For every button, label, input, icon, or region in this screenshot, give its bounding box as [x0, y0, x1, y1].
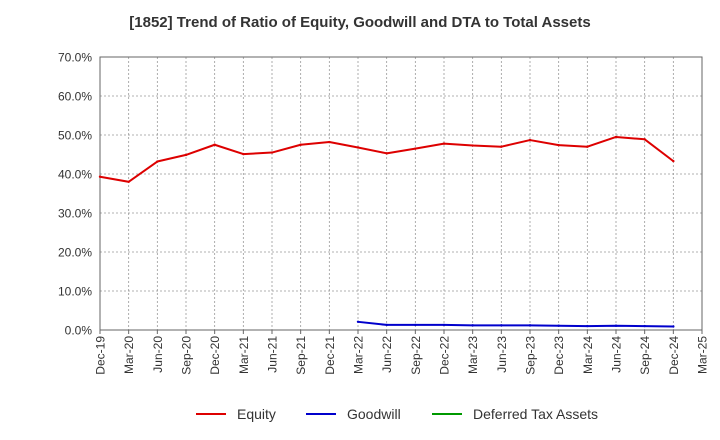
- goodwill-point: [442, 323, 446, 327]
- x-tick-label: Sep-21: [294, 336, 308, 375]
- legend-item-deferred-tax-assets: Deferred Tax Assets: [432, 406, 598, 422]
- grid-layer: [100, 57, 702, 330]
- goodwill-point: [643, 324, 646, 328]
- equity-point: [127, 180, 130, 183]
- legend-label-deferred-tax-assets: Deferred Tax Assets: [473, 406, 598, 422]
- equity-point: [442, 142, 446, 145]
- equity-point: [528, 138, 532, 142]
- equity-point: [614, 135, 618, 139]
- y-tick-label: 30.0%: [58, 207, 92, 221]
- legend-layer: Equity Goodwill Deferred Tax Assets: [196, 406, 598, 422]
- equity-point: [672, 159, 675, 163]
- x-tick-label: Dec-22: [438, 336, 452, 375]
- equity-point: [586, 145, 589, 148]
- legend-label-equity: Equity: [237, 406, 276, 422]
- x-tick-label: Mar-22: [352, 336, 366, 374]
- x-tick-label: Mar-20: [122, 336, 136, 374]
- equity-point: [328, 140, 331, 144]
- y-tick-label: 60.0%: [58, 90, 92, 104]
- goodwill-point: [500, 324, 503, 327]
- y-tick-label: 70.0%: [58, 51, 92, 65]
- series-layer: [98, 135, 675, 328]
- x-tick-label: Sep-24: [638, 336, 652, 375]
- x-tick-label: Dec-24: [667, 336, 681, 375]
- equity-point: [270, 151, 274, 154]
- goodwill-point: [385, 323, 388, 327]
- goodwill-point: [614, 324, 618, 327]
- equity-point: [299, 143, 302, 146]
- goodwill-point: [557, 324, 560, 327]
- x-tick-label: Mar-21: [237, 336, 251, 374]
- goodwill-point: [586, 324, 589, 328]
- y-tick-label: 0.0%: [65, 324, 93, 338]
- x-tick-label: Dec-20: [208, 336, 222, 375]
- equity-point: [557, 143, 560, 147]
- y-tick-label: 20.0%: [58, 246, 92, 260]
- equity-point: [356, 146, 360, 149]
- equity-line: [99, 135, 674, 183]
- equity-point: [98, 175, 102, 178]
- x-tick-label: Jun-22: [380, 336, 394, 373]
- x-tick-label: Dec-21: [323, 336, 337, 375]
- equity-point: [414, 147, 417, 150]
- x-tick-label: Sep-20: [180, 336, 194, 375]
- x-tick-label: Mar-24: [581, 336, 595, 374]
- x-tick-label: Jun-24: [610, 336, 624, 373]
- goodwill-line: [357, 320, 674, 328]
- equity-point: [385, 152, 388, 155]
- goodwill-point: [528, 324, 532, 327]
- x-tick-label: Mar-25: [696, 336, 710, 374]
- legend-label-goodwill: Goodwill: [347, 406, 401, 422]
- plot-frame: [99, 56, 703, 331]
- goodwill-point: [672, 325, 675, 328]
- equity-point: [184, 153, 188, 157]
- x-tick-label: Sep-23: [524, 336, 538, 375]
- equity-point: [213, 143, 216, 146]
- goodwill-point: [356, 320, 360, 324]
- equity-point: [500, 145, 503, 148]
- y-tick-label: 10.0%: [58, 285, 92, 299]
- legend-item-equity: Equity: [196, 406, 276, 422]
- x-tick-label: Jun-20: [151, 336, 165, 373]
- equity-point: [471, 144, 474, 147]
- x-tick-label: Sep-22: [409, 336, 423, 375]
- axis-layer: 0.0% 10.0% 20.0% 30.0% 40.0% 50.0% 60.0% 70.0% D…: [58, 51, 710, 375]
- equity-point: [643, 138, 646, 141]
- equity-point: [242, 152, 245, 156]
- chart-title: [1852] Trend of Ratio of Equity, Goodwil…: [129, 14, 591, 31]
- goodwill-point: [414, 323, 417, 327]
- x-tick-label: Jun-23: [495, 336, 509, 373]
- x-tick-label: Dec-19: [94, 336, 108, 375]
- x-tick-label: Dec-23: [552, 336, 566, 375]
- legend-item-goodwill: Goodwill: [306, 406, 401, 422]
- y-tick-label: 40.0%: [58, 168, 92, 182]
- y-tick-label: 50.0%: [58, 129, 92, 143]
- x-tick-label: Jun-21: [266, 336, 280, 373]
- x-tick-label: Mar-23: [466, 336, 480, 374]
- goodwill-point: [471, 324, 474, 327]
- equity-point: [156, 160, 159, 163]
